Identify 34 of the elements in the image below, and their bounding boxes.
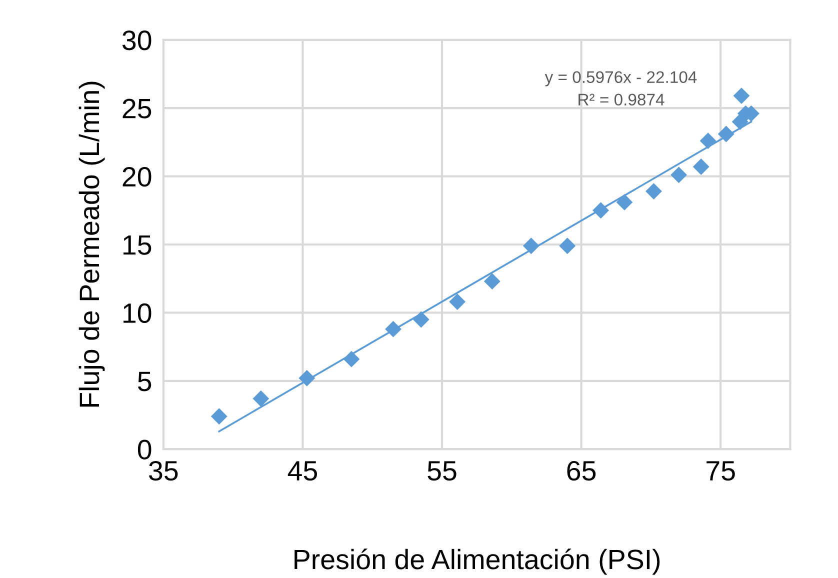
point: [298, 370, 316, 386]
y-tick-label: 10: [124, 303, 152, 324]
point: [484, 273, 500, 290]
point: [646, 183, 662, 200]
y-tick-label: 20: [122, 166, 152, 187]
x-tick-label: 45: [288, 461, 317, 481]
point: [692, 158, 710, 175]
annotation: y = 0.5976x - 22.104: [544, 71, 697, 86]
point: [449, 294, 466, 310]
x-tick-label: 55: [428, 461, 456, 481]
y-tick-label: 15: [124, 235, 152, 255]
point: [733, 88, 750, 104]
y-tick-label: 25: [122, 98, 152, 118]
x-tick-label: 35: [149, 460, 178, 481]
x-tick-label: 75: [706, 461, 735, 481]
point: [252, 390, 270, 407]
x-tick-label: 65: [567, 460, 596, 481]
y-axis-title: Flujo de Permeado (L/min): [78, 82, 105, 407]
y-tick-label: 0: [138, 440, 152, 460]
annotation: R² = 0.9874: [578, 94, 664, 106]
point: [718, 126, 734, 142]
y-tick-label: 5: [138, 372, 152, 392]
point: [559, 238, 576, 254]
point: [210, 408, 228, 425]
point: [343, 350, 360, 368]
point: [412, 311, 430, 328]
point: [700, 132, 716, 150]
x-axis-title: Presión de Alimentación (PSI): [294, 548, 660, 575]
y-tick-label: 30: [122, 30, 152, 50]
point: [616, 194, 633, 210]
point: [670, 166, 688, 184]
point: [385, 320, 402, 338]
point: [592, 202, 610, 219]
point: [522, 238, 540, 254]
